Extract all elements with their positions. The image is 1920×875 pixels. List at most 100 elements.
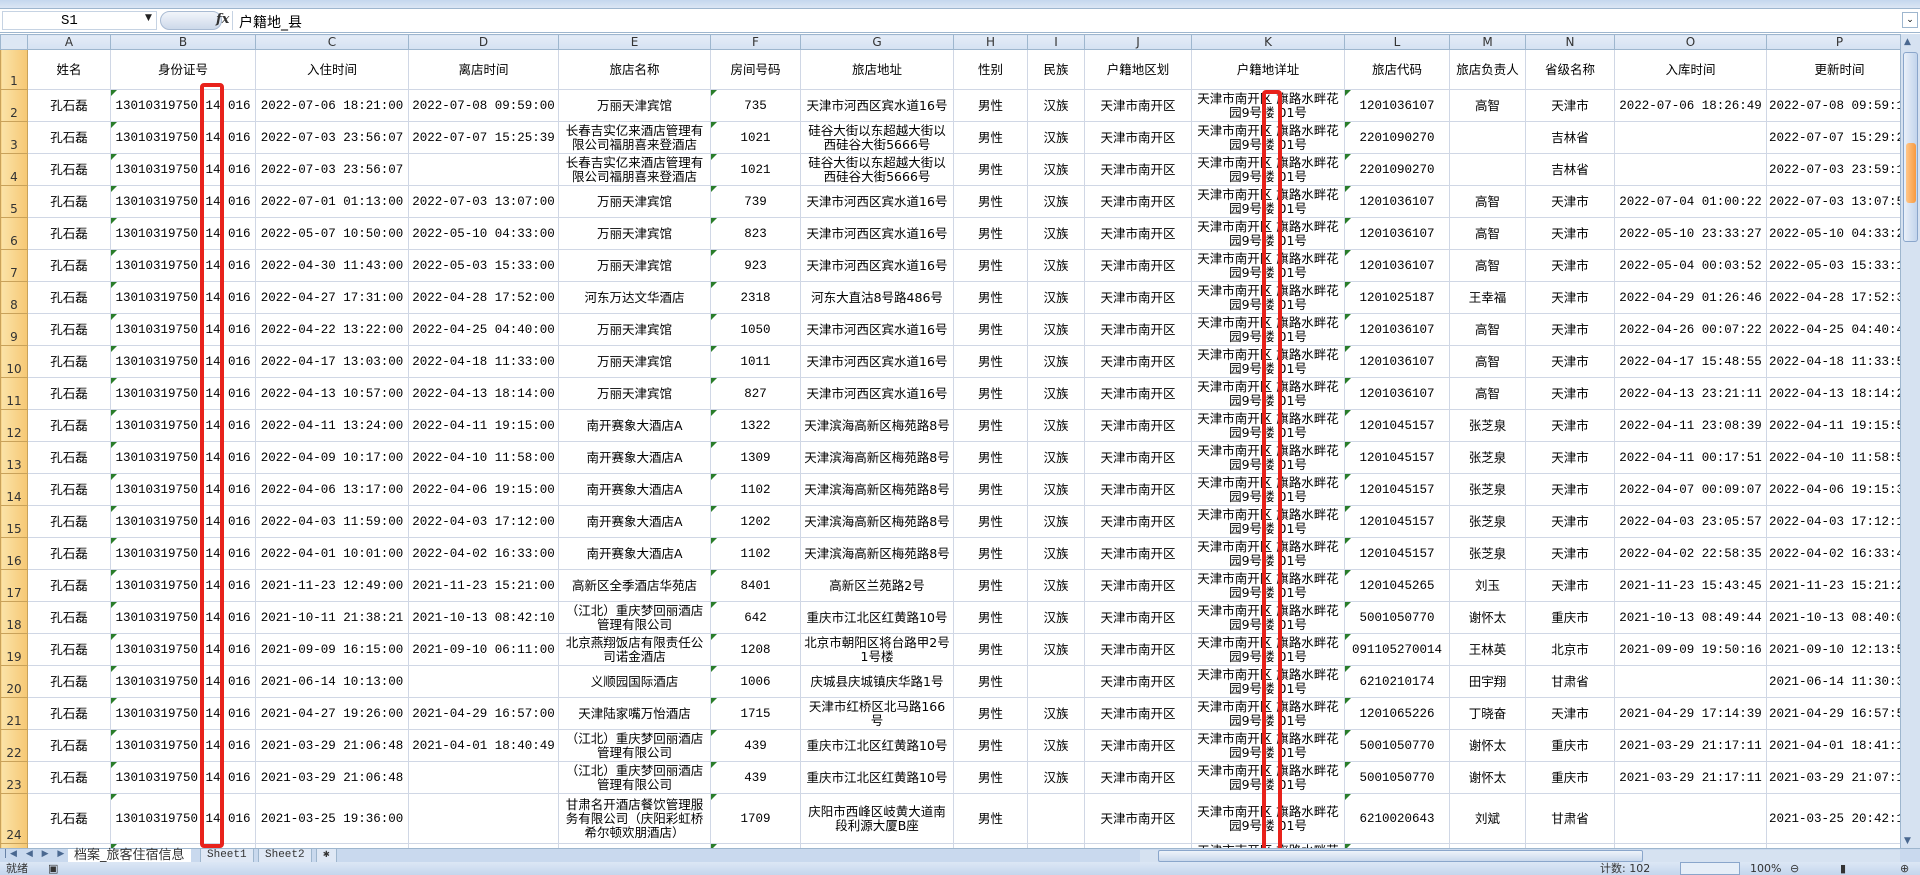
- cell[interactable]: 923: [710, 249, 801, 282]
- cell[interactable]: 1201045157: [1344, 409, 1450, 442]
- cell[interactable]: 长春吉实亿来酒店管理有限公司福朋喜来登酒店: [558, 121, 711, 154]
- insert-sheet-icon[interactable]: ✱: [316, 849, 337, 863]
- scroll-up-icon[interactable]: ▲: [1904, 37, 1911, 47]
- cell[interactable]: 2318: [710, 281, 801, 314]
- cell[interactable]: 天津市: [1525, 569, 1615, 602]
- cell[interactable]: 汉族: [1027, 697, 1085, 730]
- cell[interactable]: 天津市南开区: [1084, 569, 1192, 602]
- cell[interactable]: 男性: [953, 281, 1028, 314]
- cell[interactable]: 重庆市江北区红黄路10号: [800, 761, 954, 794]
- cell[interactable]: 2021-10-13 08:40:00: [1766, 601, 1900, 634]
- cell[interactable]: 13010319750 14 016: [110, 505, 256, 538]
- cell[interactable]: 2022-04-03 17:12:13: [1766, 505, 1900, 538]
- cell[interactable]: 5001050770: [1344, 729, 1450, 762]
- cell[interactable]: [408, 761, 559, 794]
- cell[interactable]: 天津市南开区: [1084, 409, 1192, 442]
- cell[interactable]: 2021-10-13 08:49:44: [1614, 601, 1767, 634]
- cell[interactable]: 1201045157: [1344, 441, 1450, 474]
- cell[interactable]: 男性: [953, 217, 1028, 250]
- cell[interactable]: 439: [710, 761, 801, 794]
- cell[interactable]: 孔石磊: [27, 249, 111, 282]
- cell[interactable]: 汉族: [1027, 441, 1085, 474]
- cell[interactable]: 2022-04-25 04:40:00: [408, 313, 559, 346]
- vertical-scrollbar[interactable]: ▲ ▼: [1900, 34, 1920, 848]
- cell[interactable]: 2021-10-13 08:42:10: [408, 601, 559, 634]
- cell[interactable]: 天津市: [1525, 345, 1615, 378]
- cell[interactable]: 1709: [710, 793, 801, 844]
- horizontal-scrollbar[interactable]: [1140, 850, 1900, 862]
- cell[interactable]: 北京市朝阳区将台路甲2号1号楼: [800, 633, 954, 666]
- cell[interactable]: 6210210174: [1344, 665, 1450, 698]
- cell[interactable]: 孔石磊: [27, 793, 111, 844]
- cell[interactable]: 2022-07-03 23:56:07: [255, 121, 409, 154]
- cell[interactable]: 2022-04-28 17:52:00: [408, 281, 559, 314]
- row-header[interactable]: 5: [0, 185, 28, 218]
- cell[interactable]: 南开赛象大酒店A: [558, 473, 711, 506]
- cell[interactable]: 2022-04-13 10:57:00: [255, 377, 409, 410]
- cell[interactable]: 2022-04-03 11:59:00: [255, 505, 409, 538]
- row-header[interactable]: 14: [0, 473, 28, 506]
- cell[interactable]: 2021-03-29 21:17:11: [1614, 729, 1767, 762]
- cell[interactable]: 甘肃省: [1525, 665, 1615, 698]
- cell[interactable]: 天津滨海高新区梅苑路8号: [800, 409, 954, 442]
- tab-sheet-archive[interactable]: 档案_旅客住宿信息: [68, 849, 191, 863]
- cell[interactable]: 南开赛象大酒店A: [558, 537, 711, 570]
- cell[interactable]: 天津市南开区 旗路水畔花园9号楼 01号: [1191, 377, 1345, 410]
- cell[interactable]: 张芝泉: [1449, 505, 1526, 538]
- column-header-b[interactable]: B: [110, 34, 256, 50]
- cell[interactable]: 天津市南开区: [1084, 89, 1192, 122]
- cell[interactable]: 天津市南开区 旗路水畔花园9号楼 01号: [1191, 729, 1345, 762]
- cell[interactable]: 男性: [953, 633, 1028, 666]
- header-cell[interactable]: 身份证号: [110, 49, 256, 90]
- cell[interactable]: 2022-04-09 10:17:00: [255, 441, 409, 474]
- cell[interactable]: 重庆市江北区红黄路10号: [800, 729, 954, 762]
- cell[interactable]: 吉林省: [1525, 121, 1615, 154]
- header-cell[interactable]: 旅店地址: [800, 49, 954, 90]
- cell[interactable]: 汉族: [1027, 505, 1085, 538]
- row-header[interactable]: 24: [0, 793, 28, 844]
- cell[interactable]: 2022-04-17 13:03:00: [255, 345, 409, 378]
- cell[interactable]: 2022-04-22 13:22:00: [255, 313, 409, 346]
- cell[interactable]: 2022-04-06 19:15:00: [408, 473, 559, 506]
- column-header-e[interactable]: E: [558, 34, 711, 50]
- cell[interactable]: 2021-06-14 11:30:38: [1766, 665, 1900, 698]
- row-header[interactable]: 12: [0, 409, 28, 442]
- cell[interactable]: 13010319750 14 016: [110, 537, 256, 570]
- cell[interactable]: 2022-04-17 15:48:55: [1614, 345, 1767, 378]
- cell[interactable]: 汉族: [1027, 537, 1085, 570]
- cell[interactable]: 孔石磊: [27, 569, 111, 602]
- cell[interactable]: 1201036107: [1344, 313, 1450, 346]
- cell[interactable]: [1766, 843, 1900, 848]
- cell[interactable]: 汉族: [1027, 89, 1085, 122]
- cell[interactable]: 天津市河西区宾水道16号: [800, 345, 954, 378]
- cell[interactable]: 天津市南开区 旗路水畔花园9号楼 01号: [1191, 793, 1345, 844]
- cell[interactable]: 1201065226: [1344, 697, 1450, 730]
- cell[interactable]: 天津市南开区: [1084, 473, 1192, 506]
- cell[interactable]: 2022-04-25 04:40:42: [1766, 313, 1900, 346]
- cell[interactable]: 2021-09-09 19:50:16: [1614, 633, 1767, 666]
- cell[interactable]: 2022-04-28 17:52:34: [1766, 281, 1900, 314]
- cell[interactable]: 汉族: [1027, 153, 1085, 186]
- cell[interactable]: 2201090270: [1344, 121, 1450, 154]
- cell[interactable]: 天津市南开区: [1084, 665, 1192, 698]
- column-header-f[interactable]: F: [710, 34, 801, 50]
- cell[interactable]: 天津市河西区宾水道16号: [800, 185, 954, 218]
- cell[interactable]: [1449, 121, 1526, 154]
- cell[interactable]: 天津市南开区: [1084, 217, 1192, 250]
- cell[interactable]: 天津市南开区: [1084, 729, 1192, 762]
- cell[interactable]: 天津市南开区: [1084, 441, 1192, 474]
- cell[interactable]: 823: [710, 217, 801, 250]
- cell[interactable]: 南开赛象大酒店A: [558, 441, 711, 474]
- cell[interactable]: 孔石磊: [27, 633, 111, 666]
- cell[interactable]: 1201045157: [1344, 537, 1450, 570]
- cell[interactable]: 13010319750 14 016: [110, 441, 256, 474]
- cell[interactable]: 万丽天津宾馆: [558, 185, 711, 218]
- cell[interactable]: 天津市南开区: [1084, 153, 1192, 186]
- cell[interactable]: 2022-04-29 01:26:46: [1614, 281, 1767, 314]
- cell[interactable]: 2021-03-25 20:42:14: [1766, 793, 1900, 844]
- cell[interactable]: 739: [710, 185, 801, 218]
- cell[interactable]: 1021: [710, 153, 801, 186]
- cell[interactable]: 2022-04-02 22:58:35: [1614, 537, 1767, 570]
- cell[interactable]: 13010319750 14 016: [110, 793, 256, 844]
- column-header-j[interactable]: J: [1084, 34, 1192, 50]
